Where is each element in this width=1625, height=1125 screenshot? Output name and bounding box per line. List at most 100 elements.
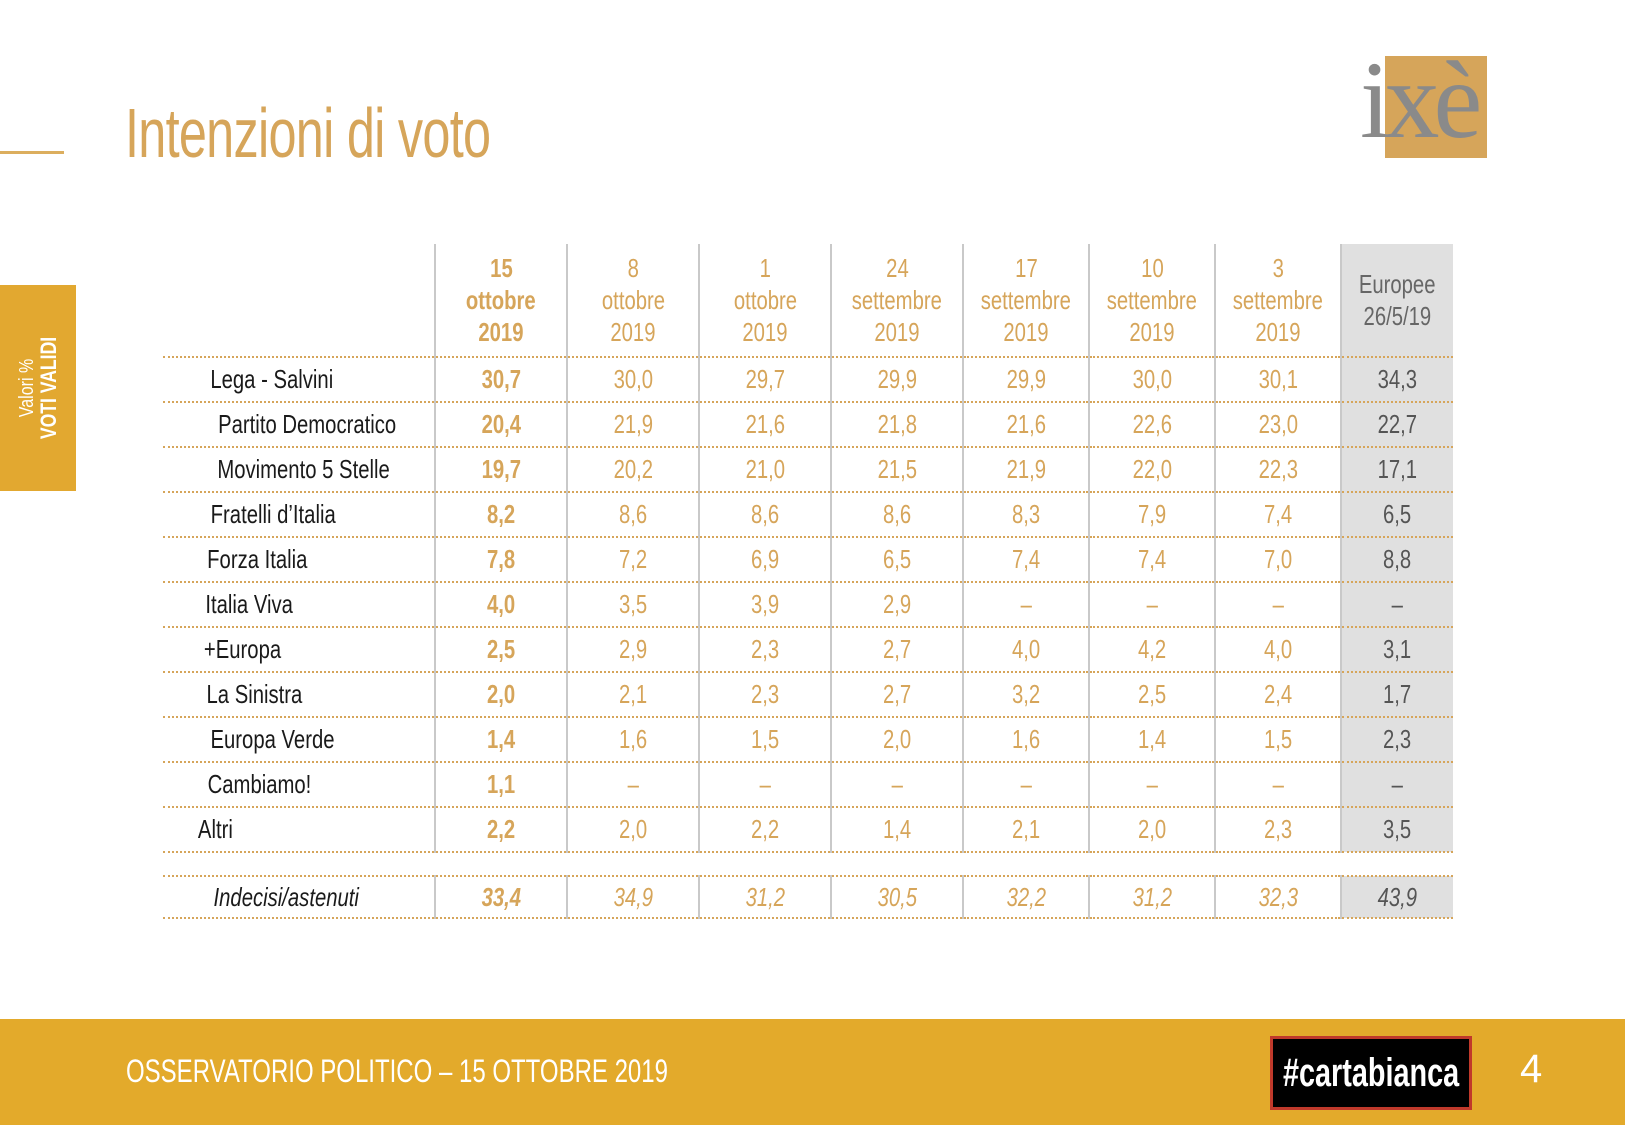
value-cell: – [830,762,963,808]
value-text: 6,9 [750,544,780,574]
value-cell: – [962,762,1089,808]
logo-text: ixè [1360,39,1482,161]
value-cell: 32,2 [962,876,1089,919]
table-header-row: 15 ottobre 2019 8 ottobre 2019 1 ottobre… [163,244,1453,358]
value-cell: 1,4 [830,807,963,853]
value-cell: 7,4 [1214,492,1341,538]
value-text: 2,3 [750,679,780,709]
value-cell-europee: 1,7 [1340,672,1453,718]
value-text: – [1391,589,1404,619]
value-cell: 2,9 [566,627,699,673]
value-cell-europee: 34,3 [1340,357,1453,403]
value-cell: 29,9 [830,357,963,403]
value-cell-europee: 17,1 [1340,447,1453,493]
value-text: 7,9 [1137,499,1167,529]
party-name-text: Italia Viva [205,589,293,619]
value-text: 2,4 [1263,679,1293,709]
value-text: 4,2 [1137,634,1167,664]
value-cell: 8,3 [962,492,1089,538]
value-cell: – [698,762,831,808]
value-cell: 29,9 [962,357,1089,403]
value-text: 30,7 [481,364,521,394]
value-cell: 1,4 [1088,717,1215,763]
party-name-text: Europa Verde [210,724,335,754]
value-cell: 7,0 [1214,537,1341,583]
value-text: 8,2 [486,499,516,529]
value-text: 1,4 [486,724,516,754]
value-text: 2,3 [1383,724,1412,754]
value-cell: 1,5 [1214,717,1341,763]
value-cell-europee: 22,7 [1340,402,1453,448]
value-cell: 21,8 [830,402,963,448]
value-cell: 34,9 [566,876,699,919]
table-row-undecided: Indecisi/astenuti 33,4 34,9 31,2 30,5 32,2 31,… [163,876,1453,919]
value-text: 8,8 [1383,544,1412,574]
value-text: 1,4 [882,814,912,844]
value-cell: 7,2 [566,537,699,583]
value-text: 2,1 [618,679,648,709]
value-text: 8,6 [882,499,912,529]
value-cell-europee: 6,5 [1340,492,1453,538]
table-row: Europa Verde 1,4 1,6 1,5 2,0 1,6 1,4 1,5 2,3 [163,717,1453,763]
side-tab-line2: VOTI VALIDI [36,336,61,440]
value-cell: 6,5 [830,537,963,583]
value-cell: 2,7 [830,627,963,673]
value-text: 33,4 [481,881,521,912]
table-row: Movimento 5 Stelle 19,7 20,2 21,0 21,5 21,9 22… [163,447,1453,493]
value-cell: 2,0 [830,717,963,763]
value-text: 2,3 [750,634,780,664]
value-cell: 4,2 [1088,627,1215,673]
party-name-text: La Sinistra [206,679,303,709]
value-cell: 7,8 [434,537,567,583]
value-cell-europee: 43,9 [1340,876,1453,919]
value-cell: 21,6 [962,402,1089,448]
spacer-cell [567,852,699,877]
column-header: 24 settembre 2019 [830,244,963,358]
value-cell: 2,9 [830,582,963,628]
value-text: 2,0 [486,679,516,709]
party-name-text: Movimento 5 Stelle [217,454,390,484]
value-text: 21,5 [877,454,917,484]
value-cell: 2,5 [434,627,567,673]
value-cell: 1,6 [566,717,699,763]
value-text: 22,0 [1132,454,1172,484]
value-text: 1,6 [618,724,648,754]
footer-text: OSSERVATORIO POLITICO – 15 OTTOBRE 2019 [126,1053,668,1089]
value-cell: 1,4 [434,717,567,763]
value-cell: 2,3 [698,627,831,673]
page-title: Intenzioni di voto [125,94,491,172]
spacer-cell [699,852,831,877]
value-cell: 30,1 [1214,357,1341,403]
value-cell: – [1088,582,1215,628]
value-cell: 33,4 [434,876,567,919]
table-row: Lega - Salvini 30,7 30,0 29,7 29,9 29,9 30,0 30… [163,357,1453,403]
value-cell: 2,4 [1214,672,1341,718]
value-text: 34,9 [613,881,653,912]
value-cell: 8,6 [698,492,831,538]
value-text: 2,3 [1263,814,1293,844]
value-cell: 23,0 [1214,402,1341,448]
value-cell: 20,4 [434,402,567,448]
value-text: – [1020,769,1032,799]
value-text: 21,0 [745,454,785,484]
value-text: 7,4 [1011,544,1041,574]
value-cell-europee: 8,8 [1340,537,1453,583]
value-cell: 7,4 [962,537,1089,583]
value-cell: 30,7 [434,357,567,403]
value-cell: 2,2 [698,807,831,853]
value-text: 4,0 [486,589,516,619]
value-cell: 8,6 [566,492,699,538]
value-cell-europee: 2,3 [1340,717,1453,763]
value-cell: – [1214,582,1341,628]
party-name: Movimento 5 Stelle [163,447,435,493]
party-name: Altri [163,807,435,853]
value-cell: 2,5 [1088,672,1215,718]
table-body: Lega - Salvini 30,7 30,0 29,7 29,9 29,9 30,0 30… [163,357,1453,919]
column-header: 17 settembre 2019 [962,244,1089,358]
party-name: Italia Viva [163,582,435,628]
side-tab: Valori % VOTI VALIDI [0,285,76,491]
value-text: 17,1 [1377,454,1418,484]
value-text: 21,8 [877,409,917,439]
voting-intentions-table: 15 ottobre 2019 8 ottobre 2019 1 ottobre… [163,244,1453,919]
value-text: 30,0 [613,364,653,394]
